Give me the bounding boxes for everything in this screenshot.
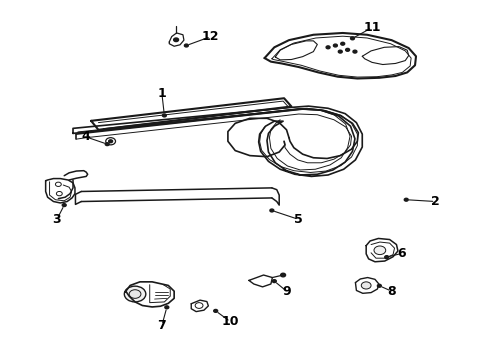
Circle shape <box>55 182 61 186</box>
Circle shape <box>385 256 389 258</box>
Text: 2: 2 <box>431 195 440 208</box>
Text: 4: 4 <box>82 130 91 144</box>
Circle shape <box>62 204 66 207</box>
Circle shape <box>338 50 342 53</box>
Circle shape <box>377 284 381 287</box>
Text: 7: 7 <box>158 319 166 332</box>
Circle shape <box>374 246 386 255</box>
Text: 9: 9 <box>282 285 291 298</box>
Circle shape <box>165 306 169 309</box>
Circle shape <box>326 46 330 49</box>
Text: 11: 11 <box>363 21 381 34</box>
Circle shape <box>345 48 349 51</box>
Circle shape <box>214 310 218 312</box>
Circle shape <box>129 290 141 298</box>
Circle shape <box>272 280 276 283</box>
Text: 5: 5 <box>294 213 303 226</box>
Text: 12: 12 <box>202 30 220 43</box>
Text: 3: 3 <box>52 213 61 226</box>
Text: 6: 6 <box>397 247 406 260</box>
Circle shape <box>350 37 354 40</box>
Circle shape <box>333 44 337 47</box>
Circle shape <box>270 209 274 212</box>
Circle shape <box>341 42 344 45</box>
Circle shape <box>353 50 357 53</box>
Circle shape <box>281 273 286 277</box>
Text: 1: 1 <box>158 87 166 100</box>
Text: 10: 10 <box>221 315 239 328</box>
Circle shape <box>162 114 166 117</box>
Circle shape <box>195 303 203 309</box>
Text: 8: 8 <box>387 285 396 298</box>
Circle shape <box>106 138 116 145</box>
Circle shape <box>404 198 408 201</box>
Circle shape <box>105 143 109 145</box>
Circle shape <box>56 192 62 196</box>
Circle shape <box>109 140 113 143</box>
Circle shape <box>124 286 146 302</box>
Circle shape <box>173 38 178 41</box>
Circle shape <box>361 282 371 289</box>
Circle shape <box>184 44 188 47</box>
